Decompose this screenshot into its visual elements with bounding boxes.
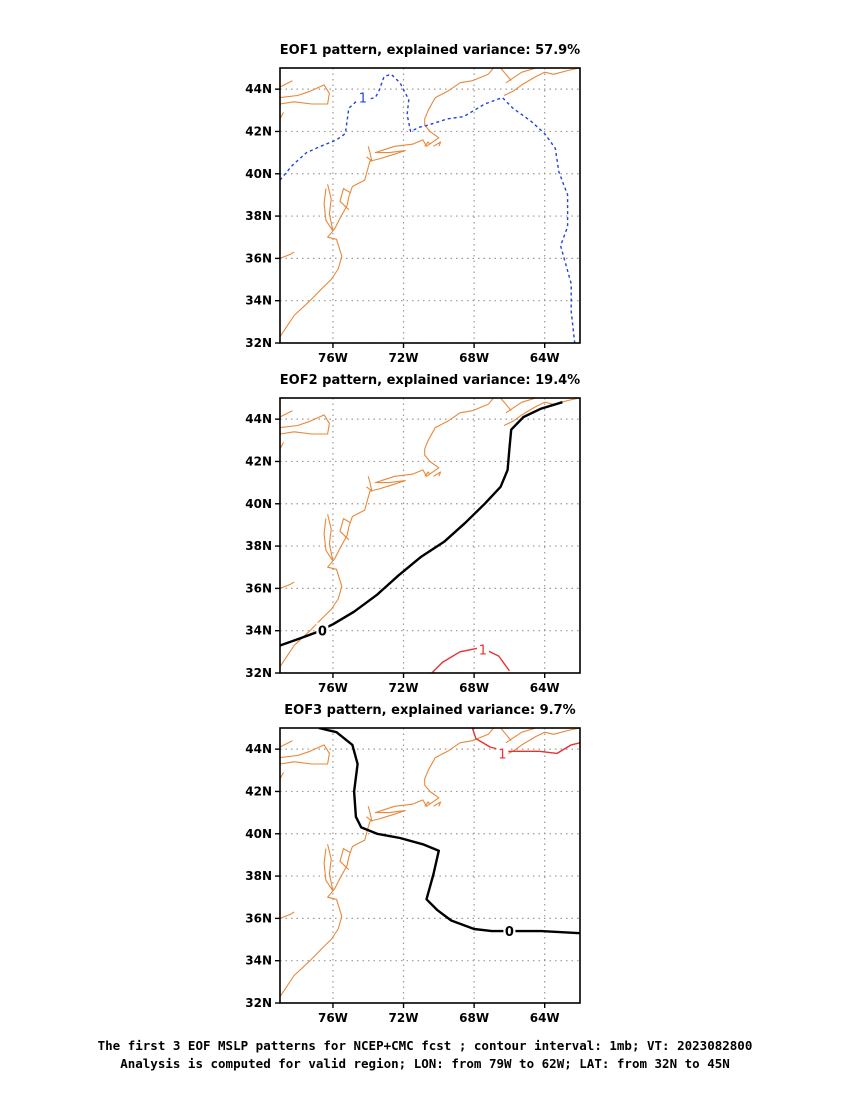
coastline bbox=[280, 398, 494, 668]
contour-label: 1 bbox=[479, 644, 487, 659]
eof2-panel: EOF2 pattern, explained variance: 19.4% 0… bbox=[245, 373, 581, 695]
x-tick-label: 76W bbox=[318, 681, 348, 695]
eof1-panel: EOF1 pattern, explained variance: 57.9% 1… bbox=[245, 43, 581, 365]
x-tick-label: 64W bbox=[530, 681, 560, 695]
contour-label-bg bbox=[316, 622, 329, 639]
map-area: 01 bbox=[280, 728, 580, 1003]
contour-line bbox=[280, 401, 563, 647]
coastline bbox=[500, 398, 512, 412]
y-tick-label: 36N bbox=[245, 911, 272, 925]
x-tick-label: 72W bbox=[389, 681, 419, 695]
y-tick-label: 32N bbox=[245, 336, 272, 350]
contour-line bbox=[318, 728, 580, 935]
contour-line bbox=[280, 73, 576, 343]
coastline bbox=[280, 410, 293, 418]
map-frame bbox=[279, 397, 581, 674]
y-tick-label: 44N bbox=[245, 742, 272, 756]
y-tick-label: 38N bbox=[245, 209, 272, 223]
coastline bbox=[433, 141, 442, 147]
y-tick-label: 40N bbox=[245, 827, 272, 841]
x-tick-label: 76W bbox=[318, 1011, 348, 1025]
x-tick-label: 72W bbox=[389, 351, 419, 365]
map-area: 1 bbox=[280, 68, 580, 343]
coastline bbox=[503, 398, 580, 426]
coastline bbox=[366, 806, 373, 822]
coastline bbox=[500, 68, 512, 82]
coastline bbox=[280, 251, 295, 259]
coastline bbox=[323, 514, 334, 562]
contour-label-bg bbox=[356, 89, 369, 106]
coastline bbox=[323, 844, 334, 892]
y-tick-label: 44N bbox=[245, 412, 272, 426]
caption-line-2: Analysis is computed for valid region; L… bbox=[120, 1056, 730, 1071]
y-tick-label: 36N bbox=[245, 251, 272, 265]
coastline bbox=[503, 68, 580, 96]
coastline bbox=[505, 398, 537, 414]
coastline bbox=[505, 68, 537, 84]
contour-label-bg bbox=[496, 745, 509, 762]
coastline bbox=[339, 518, 351, 541]
coastline bbox=[280, 728, 494, 998]
coastline bbox=[280, 80, 293, 88]
contour-label-bg bbox=[503, 923, 516, 940]
coastline bbox=[280, 911, 295, 919]
coastline bbox=[280, 740, 293, 748]
x-tick-label: 76W bbox=[318, 351, 348, 365]
coastline bbox=[424, 141, 431, 147]
contour-label: 0 bbox=[318, 625, 327, 640]
contour-label: 0 bbox=[505, 925, 514, 940]
coastline bbox=[505, 728, 537, 744]
y-tick-label: 42N bbox=[245, 454, 272, 468]
y-tick-label: 36N bbox=[245, 581, 272, 595]
coastline bbox=[500, 728, 512, 742]
coastline bbox=[366, 146, 373, 162]
coastline bbox=[280, 84, 330, 105]
coastline bbox=[433, 471, 442, 477]
coastline bbox=[503, 728, 580, 756]
x-tick-label: 68W bbox=[459, 681, 489, 695]
coastline bbox=[280, 68, 494, 338]
coastline bbox=[323, 184, 334, 232]
contour-label-bg bbox=[476, 641, 489, 658]
x-tick-label: 68W bbox=[459, 351, 489, 365]
y-tick-label: 34N bbox=[245, 294, 272, 308]
coastline bbox=[424, 471, 431, 477]
y-tick-label: 38N bbox=[245, 869, 272, 883]
coastline bbox=[339, 848, 351, 871]
contour-line bbox=[431, 646, 510, 673]
y-tick-label: 42N bbox=[245, 124, 272, 138]
coastline bbox=[424, 801, 431, 807]
x-tick-label: 64W bbox=[530, 1011, 560, 1025]
coastline bbox=[366, 476, 373, 492]
coastline bbox=[280, 744, 330, 765]
contour-line bbox=[471, 728, 580, 755]
y-tick-label: 44N bbox=[245, 82, 272, 96]
y-tick-label: 34N bbox=[245, 954, 272, 968]
y-tick-label: 40N bbox=[245, 167, 272, 181]
coastline bbox=[280, 414, 330, 435]
panel-title: EOF1 pattern, explained variance: 57.9% bbox=[280, 43, 580, 58]
coastline bbox=[433, 801, 442, 807]
x-tick-label: 64W bbox=[530, 351, 560, 365]
coastline bbox=[280, 581, 295, 589]
map-frame bbox=[279, 727, 581, 1004]
y-tick-label: 38N bbox=[245, 539, 272, 553]
panel-title: EOF3 pattern, explained variance: 9.7% bbox=[284, 703, 575, 718]
x-tick-label: 72W bbox=[389, 1011, 419, 1025]
map-area: 01 bbox=[280, 398, 580, 673]
contour-label: 1 bbox=[359, 92, 367, 107]
contour-label: 1 bbox=[498, 747, 506, 762]
coastline bbox=[339, 188, 351, 211]
y-tick-label: 32N bbox=[245, 996, 272, 1010]
y-tick-label: 40N bbox=[245, 497, 272, 511]
x-tick-label: 68W bbox=[459, 1011, 489, 1025]
y-tick-label: 32N bbox=[245, 666, 272, 680]
eof3-panel: EOF3 pattern, explained variance: 9.7%01… bbox=[245, 703, 581, 1025]
map-frame bbox=[279, 67, 581, 344]
y-tick-label: 34N bbox=[245, 624, 272, 638]
panel-title: EOF2 pattern, explained variance: 19.4% bbox=[280, 373, 580, 388]
caption-line-1: The first 3 EOF MSLP patterns for NCEP+C… bbox=[97, 1038, 753, 1053]
y-tick-label: 42N bbox=[245, 784, 272, 798]
